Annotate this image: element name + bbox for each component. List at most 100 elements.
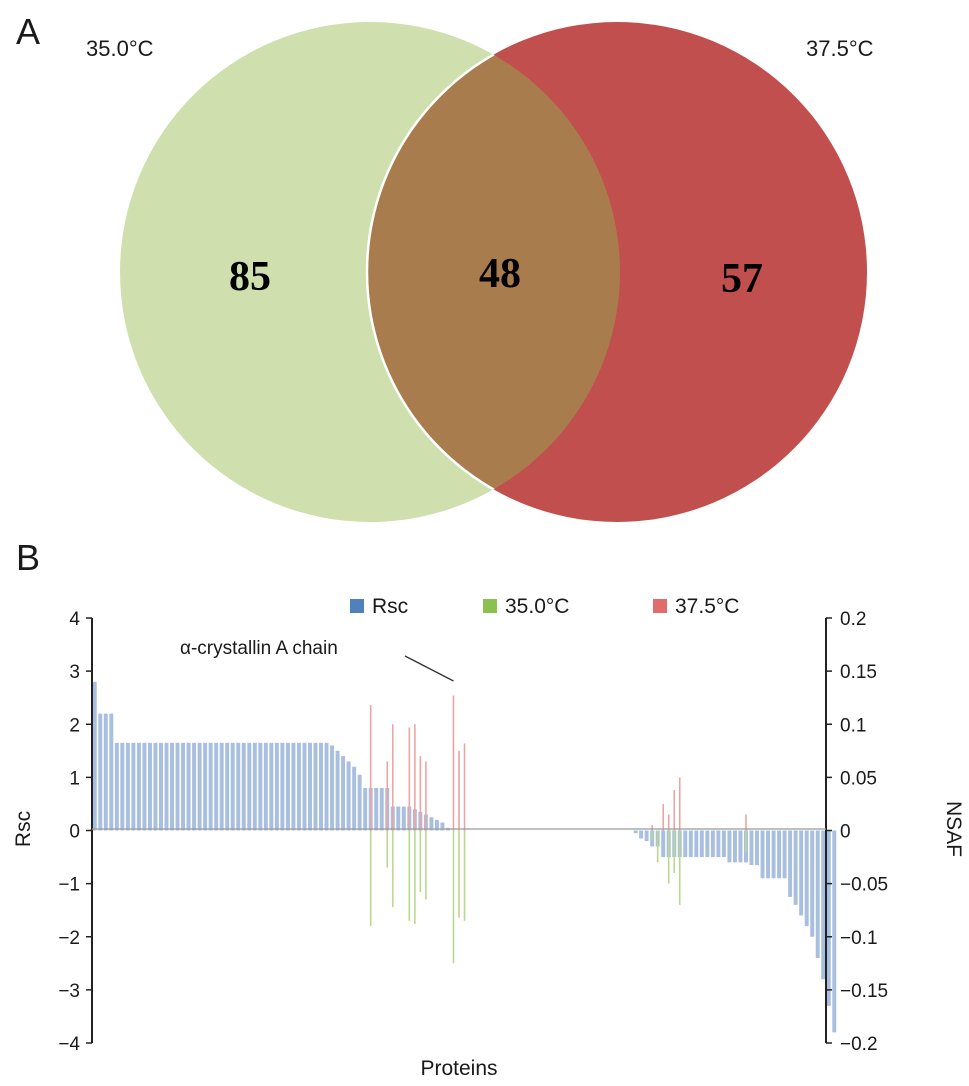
rsc-bar (208, 742, 213, 831)
rsc-bar (120, 742, 125, 831)
rsc-bar (683, 830, 688, 858)
rsc-bar (788, 830, 793, 897)
y2-tick-label: 0.05 (840, 768, 877, 789)
nsaf-35c-bar (369, 830, 372, 927)
nsaf-37-5c-bar (463, 743, 466, 831)
nsaf-37-5c-bar (408, 727, 411, 831)
rsc-bar (799, 830, 804, 916)
nsaf-37-5c-bar (458, 750, 460, 831)
rsc-bar (826, 830, 831, 1006)
nsaf-35c-bar (452, 830, 455, 964)
rsc-bar (374, 788, 379, 831)
rsc-bar (186, 742, 191, 831)
rsc-bar (142, 742, 147, 831)
x-axis-title: Proteins (420, 1057, 497, 1080)
rsc-bar (782, 830, 787, 879)
panel-b-label: B (16, 537, 40, 578)
rsc-bar (335, 750, 340, 831)
rsc-bar (280, 742, 285, 831)
rsc-bar (771, 830, 776, 879)
nsaf-35c-bar (463, 830, 466, 921)
rsc-bar (755, 830, 759, 866)
y-tick-label: 0 (69, 822, 80, 843)
rsc-bar (732, 830, 737, 863)
rsc-bar (263, 742, 268, 831)
nsaf-35c-bar (745, 830, 747, 852)
rsc-bar (346, 761, 351, 831)
nsaf-35c-bar (656, 830, 659, 863)
rsc-bar (341, 756, 346, 831)
rsc-bar (379, 788, 384, 831)
venn-diagram: A 35.0°C 37.5°C 85 48 57 (16, 11, 874, 522)
nsaf-37-5c-bar (391, 724, 394, 831)
nsaf-37-5c-bar (369, 705, 372, 831)
panel-a-label: A (16, 11, 40, 52)
nsaf-35c-bar (386, 830, 389, 868)
rsc-bar (313, 742, 318, 831)
venn-overlap-outline (365, 22, 620, 522)
rsc-bar (225, 742, 230, 831)
rsc-bar (766, 830, 771, 879)
rsc-bar (777, 830, 782, 879)
rsc-bar (214, 742, 219, 831)
rsc-bar (103, 713, 108, 831)
nsaf-35c-bar (458, 830, 460, 918)
nsaf-35c-bar (419, 830, 422, 893)
rsc-bar (832, 830, 837, 1033)
rsc-bar (710, 830, 715, 858)
y-tick-label: 3 (69, 662, 80, 683)
rsc-bar (688, 830, 693, 858)
rsc-bar (352, 766, 357, 831)
nsaf-37-5c-bar (414, 724, 416, 831)
rsc-bar (639, 830, 644, 839)
rsc-bar (159, 742, 163, 831)
annotation-leader-line (404, 655, 454, 682)
right-axis-ticks: 0.2 0.15 0.1 0.05 0 −0.05 −0.1 −0.15 −0.2 (826, 609, 888, 1055)
y2-axis-title: NSAF (942, 801, 965, 857)
y-tick-label: −2 (58, 928, 80, 949)
nsaf-37-5c-bar (667, 814, 670, 831)
legend-label-rsc: Rsc (372, 595, 408, 618)
annotation-label: α-crystallin A chain (180, 638, 338, 659)
venn-left-set-label: 35.0°C (86, 36, 154, 61)
rsc-bar (92, 681, 97, 831)
nsaf-37-5c-bar (452, 695, 455, 831)
rsc-bar (192, 742, 197, 831)
rsc-bar (136, 742, 141, 831)
legend: Rsc 35.0°C 37.5°C (350, 595, 739, 618)
nsaf-37-5c-bar (678, 777, 681, 831)
nsaf-35c-bar (667, 830, 670, 884)
venn-right-set-label: 37.5°C (806, 36, 874, 61)
chart-marks (92, 681, 837, 1033)
rsc-bar (738, 830, 743, 863)
rsc-bar (440, 822, 445, 831)
nsaf-35c-bar (678, 830, 681, 905)
y2-tick-label: −0.2 (840, 1034, 878, 1055)
venn-overlap-region (367, 22, 620, 522)
y2-tick-label: 0.15 (840, 662, 877, 683)
venn-overlap-count: 48 (479, 251, 521, 297)
y-tick-label: 2 (69, 715, 80, 736)
nsaf-35c-bar (408, 830, 411, 921)
rsc-bar (258, 742, 263, 831)
y2-tick-label: −0.15 (840, 981, 888, 1002)
rsc-bar (181, 742, 186, 831)
rsc-bar (241, 742, 246, 831)
rsc-bar (705, 830, 710, 858)
nsaf-35c-bar (414, 830, 416, 924)
rsc-bar (357, 774, 362, 831)
y2-tick-label: −0.05 (840, 875, 888, 896)
rsc-bar (230, 742, 235, 831)
y-tick-label: 1 (69, 768, 80, 789)
rsc-bar (98, 713, 103, 831)
rsc-bar (274, 742, 279, 831)
rsc-bar (434, 819, 439, 831)
rsc-bar (694, 830, 699, 858)
nsaf-35c-bar (391, 830, 394, 907)
rsc-bar (330, 745, 335, 831)
rsc-bar (815, 830, 820, 958)
rsc-bar (302, 742, 307, 831)
nsaf-37-5c-bar (386, 761, 389, 831)
rsc-bar (247, 742, 252, 831)
